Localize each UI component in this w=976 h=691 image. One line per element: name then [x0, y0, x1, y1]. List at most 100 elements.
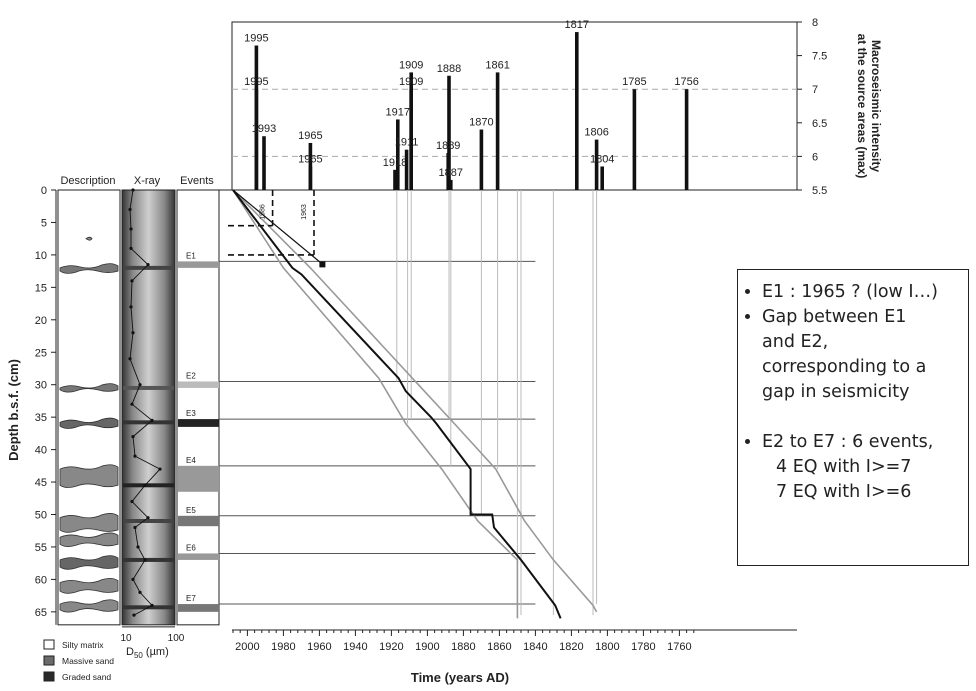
earthquake-year-label: 1785: [622, 76, 646, 88]
xray-column: [121, 189, 176, 626]
time-axis-label: Time (years AD): [411, 670, 509, 685]
depth-tick-label: 5: [41, 217, 47, 229]
event-label: E4: [186, 456, 196, 465]
legend-swatch: [43, 671, 55, 682]
depth-tick-label: 50: [35, 510, 47, 522]
d50-point: [136, 545, 140, 549]
legend-swatch: [43, 639, 55, 650]
e1-guide-line: [232, 189, 324, 266]
xray-dark-band: [123, 483, 174, 488]
earthquake-year-label: 1965: [298, 153, 322, 165]
event-label: E7: [186, 594, 196, 603]
sand-patch-shape: [85, 236, 93, 241]
d50-point: [138, 383, 142, 387]
depth-tick-label: 10: [35, 250, 47, 262]
sand-layer-shape: [59, 577, 119, 594]
time-tick-label: 1900: [415, 641, 439, 653]
d50-point: [129, 227, 133, 231]
sand-layer-shape: [59, 599, 119, 613]
age-model-bound: [232, 189, 519, 619]
note-events: E2 to E7 : 6 events, 4 EQ with I>=7 7 EQ…: [762, 430, 960, 505]
d50-point: [130, 402, 134, 406]
d50-label-unit: (µm): [143, 646, 169, 658]
intensity-axis-label-line2: at the source areas (max): [855, 34, 869, 179]
sand-layer-shape: [59, 383, 119, 393]
depth-tick-label: 30: [35, 380, 47, 392]
earthquake-bar: [632, 89, 637, 190]
sand-layer-shape: [59, 464, 119, 488]
d50-label-subscript: 50: [134, 651, 143, 660]
earthquake-bar: [600, 166, 604, 190]
event-band: [178, 515, 219, 527]
intensity-tick-label: 5.5: [812, 185, 827, 197]
intensity-tick-label: 7: [812, 84, 818, 96]
d50-point: [158, 467, 162, 471]
d50-point: [143, 558, 147, 562]
depth-tick-label: 0: [41, 185, 47, 197]
event-label: E2: [186, 371, 196, 380]
event-band: [178, 419, 219, 427]
legend-swatch: [43, 655, 55, 666]
intensity-tick-label: 8: [812, 17, 818, 29]
d50-label-main: D: [126, 646, 134, 658]
xray-dark-band: [123, 518, 174, 523]
d50-tick-label: 10: [120, 633, 132, 644]
marker-label-1986: 1986: [260, 204, 267, 220]
sand-layer-shape: [59, 555, 119, 570]
earthquake-year-label: 1756: [674, 76, 698, 88]
earthquake-bar: [684, 89, 689, 190]
earthquake-year-label: 1918: [383, 157, 407, 169]
d50-point: [128, 357, 132, 361]
event-band: [178, 553, 219, 560]
d50-point: [129, 246, 133, 251]
time-tick-label: 1780: [631, 641, 655, 653]
earthquake-year-label: 1889: [436, 140, 460, 152]
xray-dark-band: [123, 557, 174, 562]
age-model-bound: [232, 189, 598, 613]
depth-tick-label: 40: [35, 445, 47, 457]
depth-tick-label: 45: [35, 477, 47, 489]
d50-tick-label: 100: [168, 633, 185, 644]
depth-tick-label: 20: [35, 315, 47, 327]
note-gap: Gap between E1 and E2, corresponding to …: [762, 305, 960, 405]
earthquake-bar: [594, 139, 599, 190]
earthquake-bar: [447, 75, 451, 190]
time-tick-label: 1840: [523, 641, 547, 653]
time-tick-label: 1800: [595, 641, 619, 653]
earthquake-bar: [449, 179, 453, 190]
earthquake-year-label: 1909: [399, 59, 423, 71]
d50-point: [132, 613, 136, 617]
depth-tick-label: 55: [35, 542, 47, 554]
time-tick-label: 1860: [487, 641, 511, 653]
time-tick-label: 1980: [271, 641, 295, 653]
d50-point: [128, 207, 132, 212]
age-depth-panel: 2000 1980 1960 1940 1920 1900 1880 1860 1840 1820…: [219, 189, 797, 685]
depth-tick-label: 35: [35, 412, 47, 424]
event-label: E6: [186, 543, 196, 552]
xray-dark-band: [123, 265, 174, 270]
event-band: [178, 381, 219, 388]
column-header-events: Events: [180, 175, 214, 187]
earthquake-year-label: 1804: [590, 153, 614, 165]
legend-label: Massive sand: [62, 656, 114, 666]
earthquake-year-label: 1911: [395, 137, 419, 149]
depth-tick-label: 60: [35, 574, 47, 586]
event-band: [178, 261, 219, 268]
d50-point: [133, 454, 137, 458]
intensity-tick-label: 7.5: [812, 51, 827, 63]
depth-tick-label: 65: [35, 607, 47, 619]
d50-point: [146, 263, 150, 267]
d50-point: [146, 516, 150, 520]
d50-point: [131, 331, 135, 335]
earthquake-year-label: 1806: [584, 127, 608, 139]
xray-dark-band: [123, 420, 174, 425]
earthquake-bar: [479, 129, 484, 190]
d50-point: [131, 577, 135, 582]
earthquake-year-label: 1888: [437, 63, 461, 75]
earthquake-bar: [495, 72, 500, 190]
d50-point: [138, 590, 142, 594]
legend-label: Graded sand: [62, 672, 111, 682]
earthquake-year-label: 1861: [485, 59, 509, 71]
earthquake-year-label: 1917: [386, 106, 410, 118]
